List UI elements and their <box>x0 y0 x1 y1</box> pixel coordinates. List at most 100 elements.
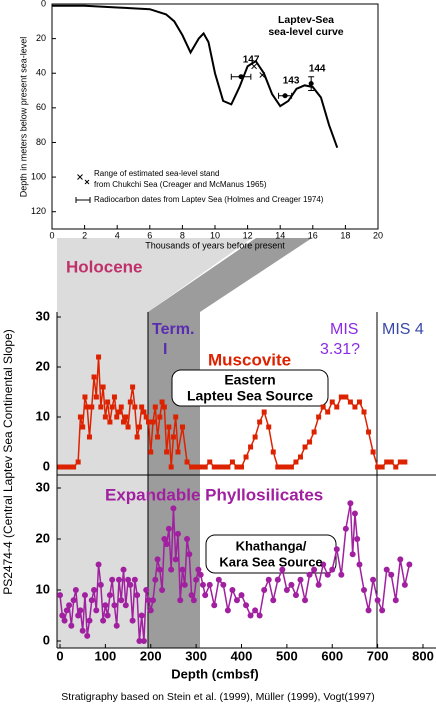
data-point <box>356 399 362 405</box>
data-point <box>388 459 394 465</box>
data-point <box>234 464 240 470</box>
data-point <box>97 581 104 588</box>
data-point <box>181 581 188 588</box>
top-frame <box>51 3 379 230</box>
data-point <box>224 607 231 614</box>
data-point <box>80 424 86 430</box>
data-point <box>193 576 200 583</box>
y-tick-label: 80 <box>36 137 46 147</box>
data-point <box>349 551 356 558</box>
source-box <box>171 369 329 407</box>
data-point <box>127 581 134 588</box>
data-point <box>118 597 125 604</box>
data-point <box>150 419 156 425</box>
data-point <box>61 617 68 624</box>
data-point <box>270 449 276 455</box>
data-point <box>388 571 395 578</box>
y-tick-label: 30 <box>36 479 50 494</box>
data-point <box>211 464 217 470</box>
data-point <box>93 394 99 400</box>
data-point <box>270 597 277 604</box>
data-point <box>220 464 226 470</box>
date-label: 144 <box>309 63 326 74</box>
y-tick-label: 10 <box>36 408 50 423</box>
data-point <box>145 419 151 425</box>
y-tick-label: 10 <box>36 581 50 596</box>
data-point <box>145 597 152 604</box>
data-point <box>102 602 109 609</box>
data-point <box>370 449 376 455</box>
data-point <box>197 571 204 578</box>
x-tick-label: 10 <box>210 230 220 240</box>
x-tick-label: 400 <box>231 648 253 663</box>
data-point <box>325 409 331 415</box>
data-point <box>292 592 299 599</box>
data-point <box>334 404 340 410</box>
legend-marker <box>84 179 90 185</box>
data-point <box>238 592 245 599</box>
legend-marker <box>77 174 83 180</box>
data-point <box>188 592 195 599</box>
data-point <box>84 632 91 639</box>
data-point <box>375 464 381 470</box>
data-point <box>379 607 386 614</box>
data-point <box>168 464 174 470</box>
data-point <box>170 505 177 512</box>
data-point <box>356 561 363 568</box>
annotation: Holocene <box>66 257 143 276</box>
data-point <box>243 602 250 609</box>
data-point <box>311 429 317 435</box>
data-point <box>59 612 66 619</box>
data-point <box>261 587 268 593</box>
annotation: Term. <box>152 321 194 338</box>
data-point <box>114 414 120 420</box>
data-point <box>125 576 132 583</box>
data-point <box>172 556 179 563</box>
data-point <box>302 597 309 604</box>
data-point <box>329 399 335 405</box>
data-point <box>316 414 322 420</box>
data-point <box>72 587 79 593</box>
x-tick-label: 100 <box>95 648 117 663</box>
data-point <box>138 612 145 619</box>
data-point <box>190 597 197 604</box>
data-point <box>193 464 199 470</box>
data-point <box>136 638 143 644</box>
data-point <box>157 414 163 420</box>
data-point <box>206 581 213 588</box>
data-point <box>351 510 358 517</box>
data-point <box>406 561 413 568</box>
data-point <box>161 404 167 410</box>
y-tick-label: 40 <box>36 68 46 78</box>
data-point <box>86 434 92 440</box>
data-point <box>266 424 272 430</box>
data-point <box>163 541 170 548</box>
data-point <box>113 622 120 629</box>
data-point <box>139 404 145 410</box>
legend-label: Range of estimated sea-level stand <box>94 169 219 178</box>
data-point <box>343 394 349 400</box>
data-point <box>168 566 175 573</box>
footer-note: Stratigraphy based on Stein et al. (1999… <box>61 691 374 703</box>
data-point <box>225 464 231 470</box>
x-tick-label: 20 <box>373 230 383 240</box>
x-tick-label: 800 <box>412 648 434 663</box>
data-point <box>75 459 81 465</box>
x-axis-label: Depth (cmbsf) <box>171 666 258 681</box>
data-point <box>275 464 281 470</box>
data-point <box>256 612 263 619</box>
data-point <box>207 459 213 465</box>
x-tick-label: 4 <box>115 230 120 240</box>
data-point <box>96 354 102 360</box>
data-point <box>177 597 184 604</box>
data-point <box>307 439 313 445</box>
data-point <box>239 464 244 470</box>
x-axis-label: Thousands of years before present <box>145 240 285 250</box>
data-point <box>370 576 377 583</box>
data-point <box>279 464 285 470</box>
data-point <box>91 587 98 593</box>
annotation: Lapteu Sea Source <box>187 388 313 404</box>
data-point <box>170 434 176 440</box>
y-axis-label: Depth in meters below present sea-level <box>18 37 28 198</box>
data-point <box>265 576 272 583</box>
